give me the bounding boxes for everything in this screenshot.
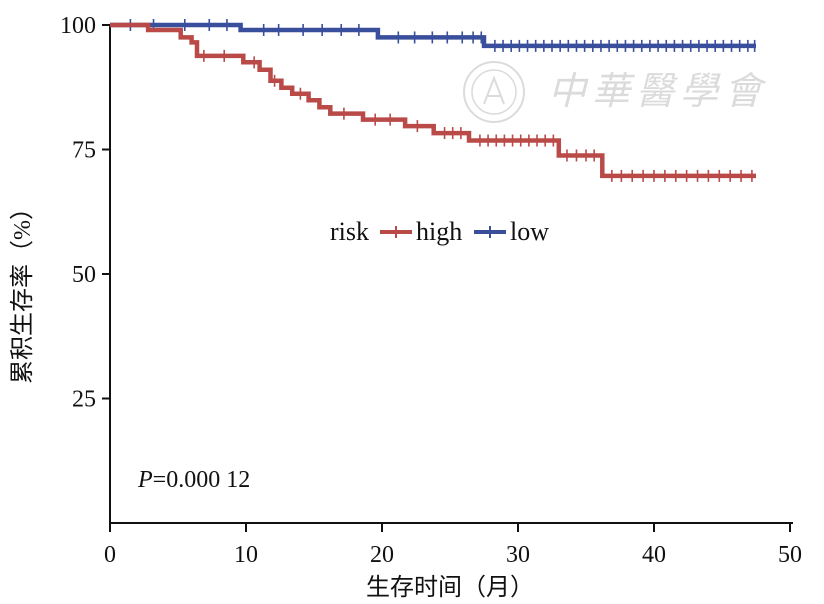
survival-line-low (110, 22, 756, 49)
x-tick-label: 30 (506, 542, 530, 568)
y-tick-label: 25 (72, 387, 96, 413)
legend-item-high: high (380, 217, 462, 246)
legend-label-high: high (416, 217, 462, 246)
x-ticks: 0 10 20 30 40 50 (104, 523, 802, 568)
watermark-text: 中華醫學會 (548, 71, 768, 113)
p-value: =0.000 12 (153, 467, 251, 493)
legend: risk high low (330, 217, 549, 246)
x-tick-label: 10 (234, 542, 258, 568)
y-axis-title: 累积生存率（%） (9, 196, 36, 384)
watermark: 中華醫學會 (463, 61, 768, 123)
y-tick-label: 75 (72, 138, 96, 164)
legend-title: risk (330, 217, 369, 246)
legend-label-low: low (510, 217, 549, 246)
series-high (110, 22, 756, 182)
y-tick-label: 50 (72, 262, 96, 288)
y-ticks: 100 75 50 25 (60, 13, 110, 413)
watermark-seal-icon (463, 61, 525, 123)
x-tick-label: 20 (370, 542, 394, 568)
p-label: P (137, 467, 153, 493)
series-low (110, 19, 756, 52)
x-axis-title: 生存时间（月） (366, 574, 534, 601)
legend-item-low: low (474, 217, 549, 246)
series-layer (110, 19, 756, 182)
x-tick-label: 50 (778, 542, 802, 568)
p-value-annotation: P=0.000 12 (137, 467, 250, 493)
y-tick-label: 100 (60, 13, 96, 39)
x-tick-label: 0 (104, 542, 116, 568)
x-tick-label: 40 (642, 542, 666, 568)
